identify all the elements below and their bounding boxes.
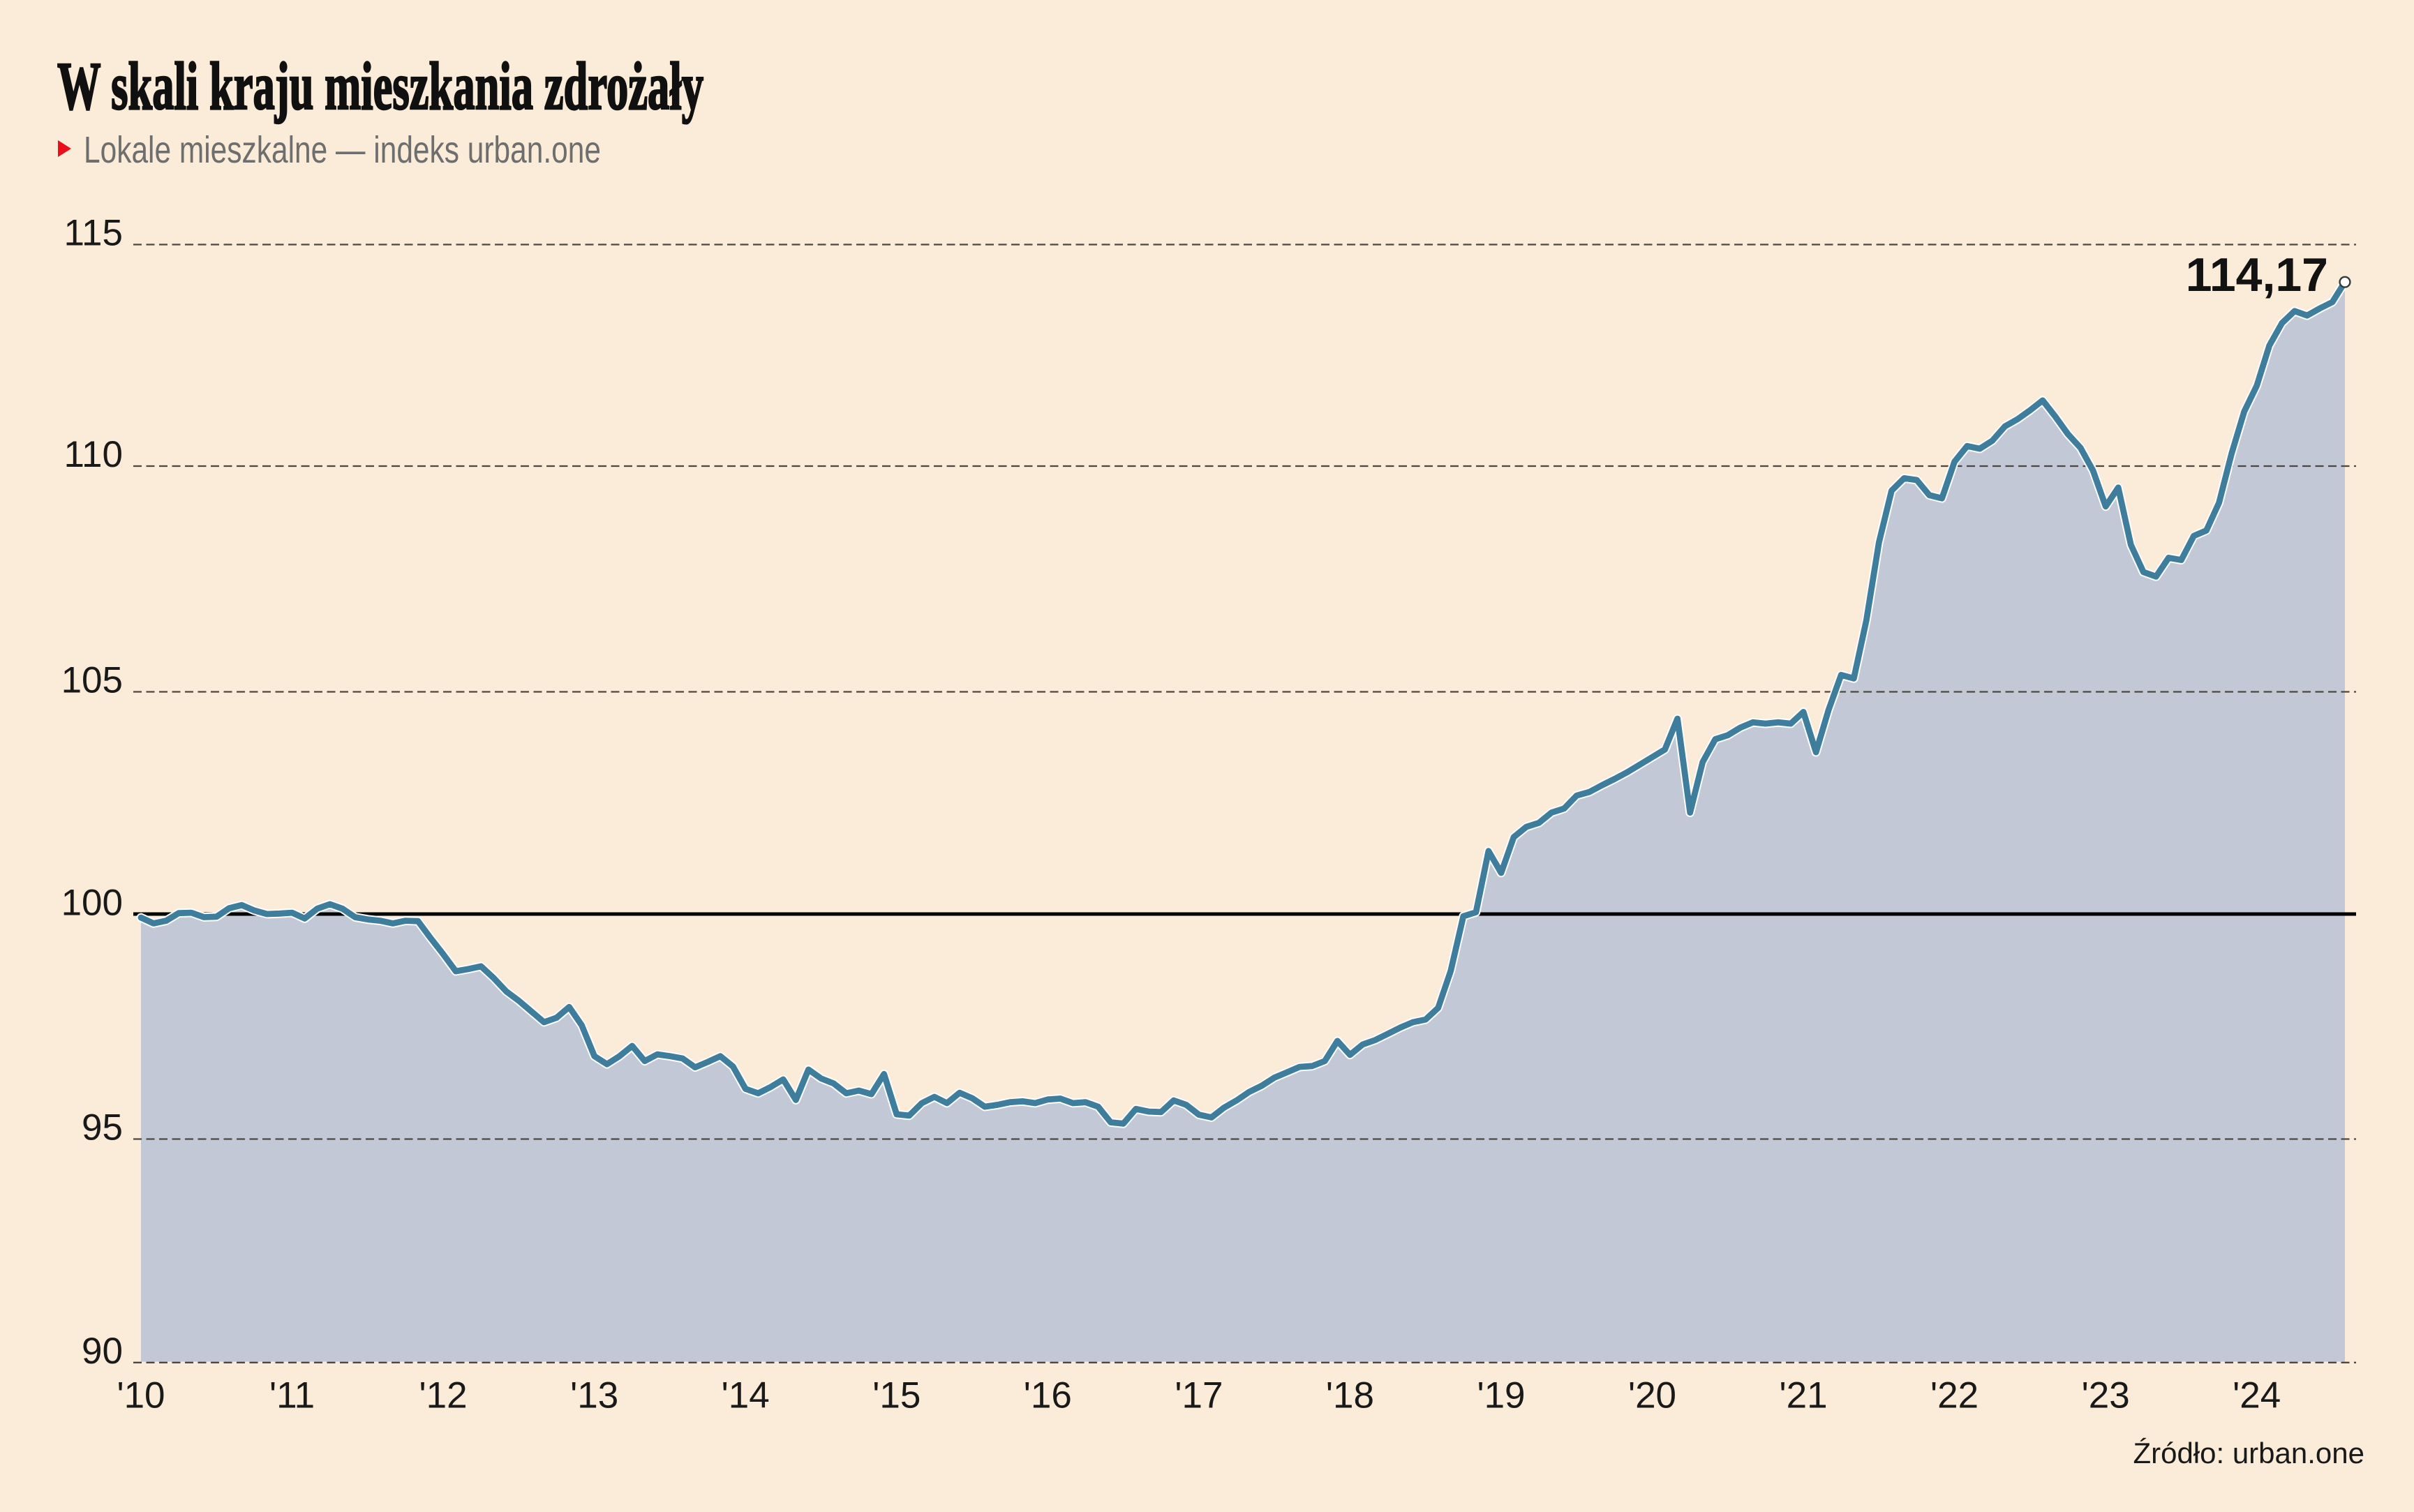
svg-text:'16: '16	[1024, 1375, 1072, 1416]
svg-text:114,17: 114,17	[2186, 248, 2328, 301]
svg-text:'18: '18	[1326, 1375, 1374, 1416]
svg-text:'12: '12	[419, 1375, 468, 1416]
svg-text:90: 90	[82, 1331, 123, 1372]
svg-text:'19: '19	[1477, 1375, 1525, 1416]
svg-text:'17: '17	[1175, 1375, 1223, 1416]
svg-text:'22: '22	[1930, 1375, 1979, 1416]
svg-text:'11: '11	[269, 1375, 315, 1416]
svg-text:'15: '15	[872, 1375, 921, 1416]
svg-text:'20: '20	[1628, 1375, 1676, 1416]
svg-text:105: 105	[61, 660, 123, 701]
svg-text:'21: '21	[1780, 1375, 1828, 1416]
svg-text:115: 115	[64, 213, 124, 254]
svg-text:110: 110	[64, 434, 124, 475]
svg-text:95: 95	[82, 1107, 123, 1148]
svg-text:'13: '13	[570, 1375, 618, 1416]
svg-text:'14: '14	[722, 1375, 770, 1416]
svg-text:Lokale mieszkalne — indeks urb: Lokale mieszkalne — indeks urban.one	[84, 129, 601, 171]
svg-text:Źródło: urban.one: Źródło: urban.one	[2133, 1437, 2364, 1469]
svg-text:'10: '10	[117, 1375, 165, 1416]
svg-text:'24: '24	[2233, 1375, 2281, 1416]
svg-text:'23: '23	[2082, 1375, 2130, 1416]
svg-text:W skali kraju mieszkania zdroż: W skali kraju mieszkania zdrożały	[57, 49, 703, 124]
svg-text:100: 100	[61, 883, 123, 924]
